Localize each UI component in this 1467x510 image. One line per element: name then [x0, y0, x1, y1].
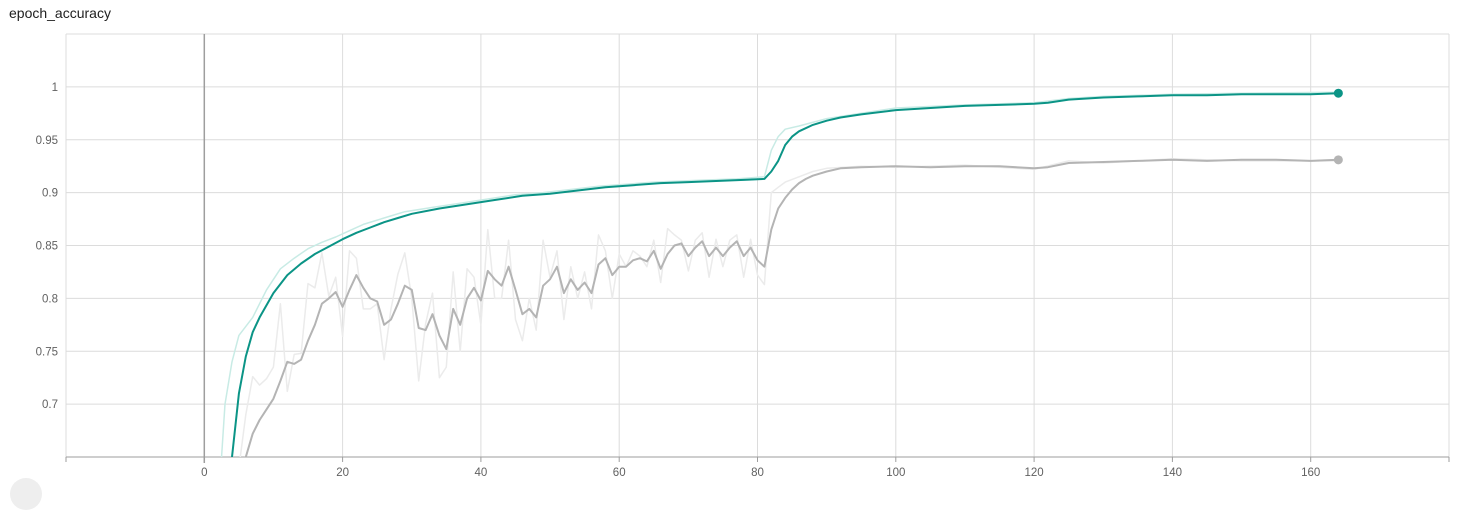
- x-tick-label: 40: [475, 467, 488, 479]
- endpoint-marker-val-smoothed: [1333, 155, 1343, 165]
- x-tick-label: 80: [751, 467, 764, 479]
- y-tick-label: 0.8: [42, 293, 58, 305]
- x-tick-label: 0: [201, 467, 207, 479]
- grid-lines: [65, 33, 1450, 457]
- x-tick-label: 100: [886, 467, 905, 479]
- series-line-val-raw: [239, 158, 1339, 457]
- x-tick-label: 160: [1301, 467, 1320, 479]
- y-tick-label: 1: [52, 82, 58, 94]
- expand-button[interactable]: [10, 478, 42, 510]
- y-tick-label: 0.9: [42, 188, 58, 200]
- chart-title: epoch_accuracy: [9, 5, 111, 21]
- endpoint-marker-train-smoothed: [1333, 88, 1343, 98]
- x-tick-label: 140: [1163, 467, 1182, 479]
- series-line-train-smoothed: [230, 92, 1339, 457]
- series-lines: [220, 91, 1339, 457]
- x-tick-label: 120: [1025, 467, 1044, 479]
- series-line-train-raw: [220, 91, 1339, 457]
- x-tick-label: 20: [336, 467, 349, 479]
- x-tick-label: 60: [613, 467, 626, 479]
- series-line-val-smoothed: [244, 158, 1339, 457]
- y-tick-label: 0.75: [36, 346, 58, 358]
- y-tick-label: 0.95: [36, 135, 58, 147]
- axes: [65, 34, 1450, 463]
- endpoint-markers: [1333, 88, 1343, 165]
- tick-labels: 0 20 40 60 80 100 120 140 160 0.7 0.75 0.8 0.85 0.9 0.…: [36, 82, 1321, 479]
- y-tick-label: 0.7: [42, 399, 58, 411]
- chart-plot[interactable]: 0 20 40 60 80 100 120 140 160 0.7 0.75 0.8 0.85 0.9 0.…: [0, 0, 1467, 489]
- y-tick-label: 0.85: [36, 241, 58, 253]
